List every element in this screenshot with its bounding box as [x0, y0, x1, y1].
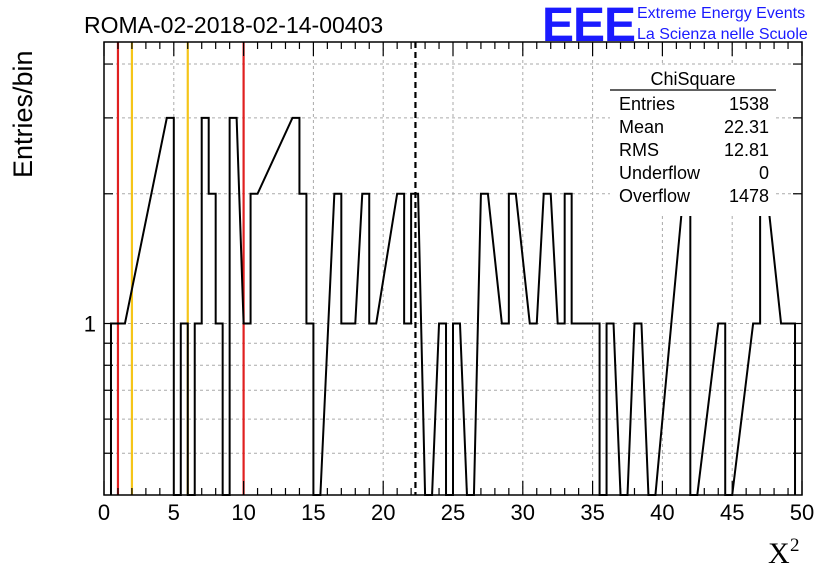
stats-row-label: RMS [619, 140, 659, 160]
stats-box: ChiSquare Entries 1538 Mean 22.31 RMS 12.81 Un… [610, 66, 776, 216]
reference-lines [116, 42, 417, 495]
x-axis-label-base: X [768, 537, 790, 570]
x-axis-label-superscript: 2 [790, 535, 800, 556]
y-axis-label: Entries/bin [8, 50, 38, 178]
stats-box-rows: Entries 1538 Mean 22.31 RMS 12.81 Underflow 0 Ov… [619, 94, 769, 206]
stats-row-label: Overflow [619, 186, 691, 206]
stats-row-label: Underflow [619, 163, 701, 183]
x-tick-label: 20 [371, 500, 395, 525]
run-title: ROMA-02-2018-02-14-00403 [84, 12, 383, 38]
y-tick-labels: 1 [84, 312, 96, 337]
x-tick-labels: 0 5 10 15 20 25 30 35 40 45 50 [98, 500, 814, 525]
stats-row-value: 22.31 [724, 117, 769, 137]
x-tick-label: 30 [511, 500, 535, 525]
eee-logo: EEE Extreme Energy Events La Scienza nel… [542, 0, 808, 52]
x-tick-label: 15 [301, 500, 325, 525]
x-tick-label: 50 [790, 500, 814, 525]
stats-row-value: 12.81 [724, 140, 769, 160]
stats-row-label: Mean [619, 117, 664, 137]
stats-row-value: 1478 [729, 186, 769, 206]
eee-logo-line1: Extreme Energy Events [637, 5, 805, 22]
y-tick-label: 1 [84, 312, 96, 337]
x-tick-label: 45 [720, 500, 744, 525]
eee-logo-mark: EEE [542, 0, 635, 52]
stats-box-title: ChiSquare [650, 69, 735, 89]
stats-box-background [610, 66, 776, 216]
stats-row-value: 0 [759, 163, 769, 183]
x-tick-label: 35 [580, 500, 604, 525]
axis-ticks [103, 42, 803, 495]
x-tick-label: 25 [441, 500, 465, 525]
x-tick-label: 10 [231, 500, 255, 525]
x-tick-label: 40 [650, 500, 674, 525]
eee-logo-line2: La Scienza nelle Scuole [637, 26, 808, 43]
stats-row-label: Entries [619, 94, 675, 114]
x-axis-label: X 2 [768, 535, 800, 570]
stats-row-value: 1538 [729, 94, 769, 114]
x-tick-label: 0 [98, 500, 110, 525]
x-tick-label: 5 [168, 500, 180, 525]
